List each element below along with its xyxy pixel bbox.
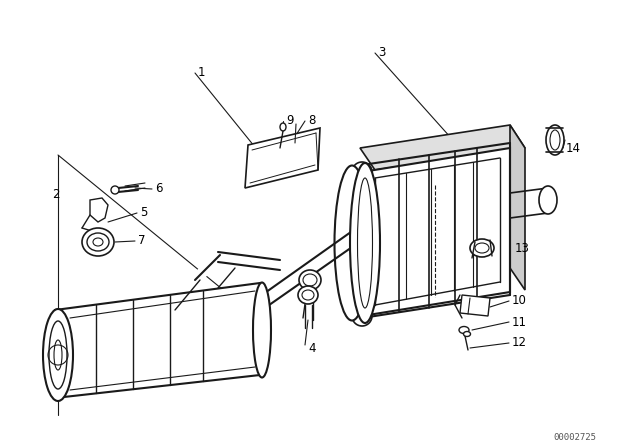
Ellipse shape xyxy=(111,186,119,194)
Text: 9: 9 xyxy=(286,113,294,126)
Text: 7: 7 xyxy=(138,233,145,246)
Ellipse shape xyxy=(335,165,369,320)
Polygon shape xyxy=(362,148,510,316)
Text: 4: 4 xyxy=(308,341,316,354)
Polygon shape xyxy=(360,125,525,170)
Polygon shape xyxy=(460,295,490,316)
Polygon shape xyxy=(245,128,320,188)
Text: 8: 8 xyxy=(308,113,316,126)
Ellipse shape xyxy=(546,125,564,155)
Text: 1: 1 xyxy=(198,65,205,78)
Ellipse shape xyxy=(352,306,372,326)
Text: 10: 10 xyxy=(512,293,527,306)
Ellipse shape xyxy=(459,327,469,333)
Ellipse shape xyxy=(470,239,494,257)
Ellipse shape xyxy=(350,163,380,323)
Polygon shape xyxy=(55,283,260,398)
Text: 5: 5 xyxy=(140,206,147,219)
Polygon shape xyxy=(90,198,108,222)
Text: 2: 2 xyxy=(52,189,60,202)
Polygon shape xyxy=(510,125,525,290)
Text: 6: 6 xyxy=(155,181,163,194)
Ellipse shape xyxy=(539,186,557,214)
Ellipse shape xyxy=(299,270,321,290)
Ellipse shape xyxy=(463,332,470,336)
Ellipse shape xyxy=(475,243,489,253)
Text: 11: 11 xyxy=(512,315,527,328)
Ellipse shape xyxy=(43,309,73,401)
Ellipse shape xyxy=(352,162,372,182)
Text: 14: 14 xyxy=(566,142,581,155)
Text: 13: 13 xyxy=(515,241,530,254)
Text: 00002725: 00002725 xyxy=(554,432,596,441)
Text: 12: 12 xyxy=(512,336,527,349)
Ellipse shape xyxy=(253,283,271,378)
Ellipse shape xyxy=(87,233,109,251)
Ellipse shape xyxy=(298,286,318,304)
Ellipse shape xyxy=(280,123,286,131)
Ellipse shape xyxy=(82,228,114,256)
Text: 3: 3 xyxy=(378,46,385,59)
